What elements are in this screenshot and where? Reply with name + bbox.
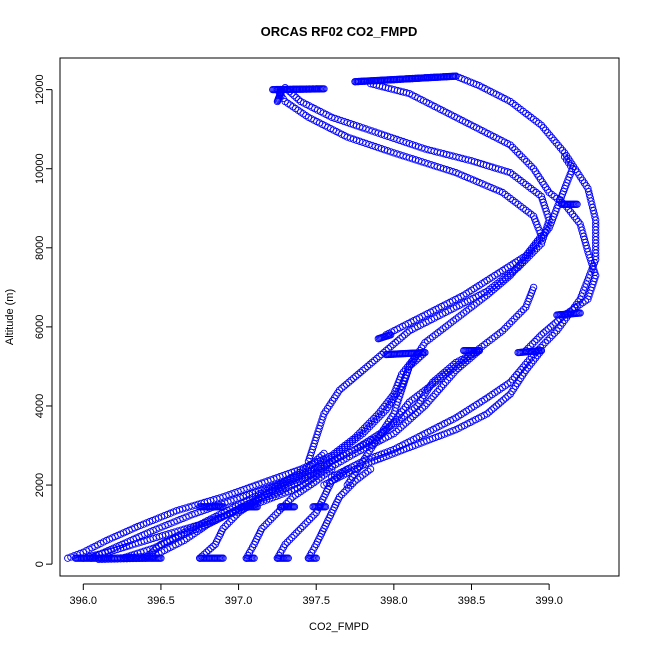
x-tick-label: 396.0 xyxy=(70,595,98,607)
x-tick-label: 399.0 xyxy=(535,595,563,607)
x-tick-label: 398.5 xyxy=(458,595,486,607)
y-tick-label: 2000 xyxy=(34,473,46,497)
y-axis-label: Altitude (m) xyxy=(4,289,16,345)
y-tick-label: 8000 xyxy=(34,236,46,260)
y-tick-label: 0 xyxy=(34,561,46,567)
x-axis: 396.0 396.5 397.0 397.5 398.0 398.5 399.0 xyxy=(70,584,563,607)
y-tick-label: 12000 xyxy=(34,74,46,105)
x-tick-label: 397.0 xyxy=(225,595,253,607)
x-tick-label: 398.0 xyxy=(380,595,408,607)
y-tick-label: 6000 xyxy=(34,315,46,339)
y-tick-label: 10000 xyxy=(34,153,46,184)
points-layer xyxy=(65,73,599,563)
x-axis-label: CO2_FMPD xyxy=(309,621,369,633)
x-tick-label: 396.5 xyxy=(147,595,175,607)
y-axis: 0 2000 4000 6000 8000 10000 12000 xyxy=(34,74,52,567)
x-tick-label: 397.5 xyxy=(302,595,330,607)
chart-title: ORCAS RF02 CO2_FMPD xyxy=(261,24,418,39)
y-tick-label: 4000 xyxy=(34,394,46,418)
